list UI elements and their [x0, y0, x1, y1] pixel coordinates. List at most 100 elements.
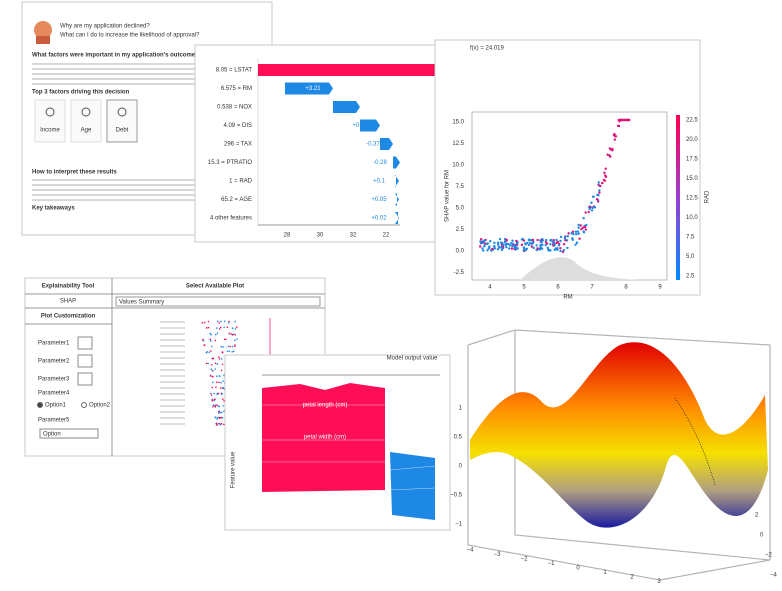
point [549, 238, 553, 242]
decision-title: Model output value [387, 356, 438, 362]
bee-point [223, 326, 225, 329]
x-tick-label: 1 [603, 570, 607, 576]
bee-point [220, 422, 223, 425]
point [510, 241, 513, 245]
colorbar-tick: 7.5 [686, 235, 695, 241]
bee-point [207, 362, 209, 365]
feature-label: 4 other features [210, 216, 252, 222]
histogram [520, 257, 640, 280]
point [484, 242, 487, 245]
x-tick-label: −2 [521, 557, 529, 563]
band-label: petal width (cm) [304, 435, 346, 441]
point [496, 247, 500, 251]
x-tick-label: −4 [467, 548, 475, 554]
x-tick-label: 22 [383, 233, 390, 239]
point [590, 209, 594, 212]
point [555, 238, 558, 242]
point [486, 249, 489, 252]
point [603, 179, 607, 183]
point [556, 240, 560, 244]
point [620, 118, 623, 122]
method[interactable]: SHAP [60, 299, 76, 305]
bee-point [221, 417, 224, 419]
bee-point [214, 333, 217, 336]
y-tick-label: 7.5 [456, 184, 465, 190]
point [505, 239, 508, 242]
bee-point [218, 410, 220, 413]
scatter-panel: f(x) = 24.019 SHAP value for RM RM RAD 1… [434, 39, 711, 301]
point [549, 243, 552, 246]
parameter-input[interactable] [77, 336, 93, 350]
radio[interactable] [37, 402, 43, 408]
point [539, 243, 542, 247]
x-tick-label: 6 [556, 285, 560, 291]
point [552, 238, 555, 242]
point [546, 246, 549, 250]
bee-point [213, 392, 216, 395]
x-axis-label: RM [563, 295, 572, 301]
option-select-value: Option [43, 432, 61, 438]
point [525, 247, 529, 251]
point [531, 238, 535, 242]
tool-header: Select Available Plot [186, 284, 244, 290]
bee-point [217, 416, 219, 419]
parameter-input[interactable] [77, 354, 93, 368]
point [581, 226, 585, 229]
bee-point [209, 332, 211, 335]
point [535, 244, 538, 247]
point [587, 210, 590, 214]
point [609, 155, 612, 158]
bee-point [234, 328, 237, 330]
x-tick-label: 28 [284, 233, 291, 239]
bee-point [215, 386, 217, 388]
bee-point [211, 399, 213, 401]
bee-point [223, 400, 225, 402]
colorbar-label: RAD [705, 190, 711, 203]
x-tick-label: 0 [576, 566, 580, 572]
point [603, 171, 606, 175]
point [588, 205, 592, 208]
point [491, 247, 494, 251]
bee-point [234, 344, 236, 346]
bee-point [219, 375, 221, 377]
point [499, 241, 503, 244]
point [500, 248, 504, 252]
card-label: Income [40, 128, 60, 134]
point [529, 239, 533, 242]
doc-heading: What factors were important in my applic… [32, 53, 199, 59]
x-tick-label: 30 [317, 233, 324, 239]
point [572, 232, 575, 236]
point [626, 118, 629, 122]
fx-label: f(x) = 24.019 [470, 46, 505, 52]
point [541, 239, 545, 242]
point [488, 245, 491, 248]
point [613, 138, 617, 141]
bee-point [205, 362, 208, 365]
feature-label: 6.575 = RM [221, 86, 252, 92]
bee-point [234, 333, 237, 336]
bee-point [209, 375, 212, 377]
plot-select[interactable] [115, 296, 321, 307]
point [498, 237, 502, 241]
colorbar-tick: 12.5 [686, 196, 698, 202]
bee-point [218, 322, 220, 324]
point [541, 243, 544, 247]
point [544, 238, 548, 242]
bee-point [217, 392, 220, 395]
bee-point [216, 320, 219, 323]
option-select[interactable] [39, 428, 99, 439]
z-tick-label: 0.5 [454, 435, 463, 441]
card [70, 99, 102, 143]
point [598, 191, 601, 194]
parameter-input[interactable] [77, 372, 93, 386]
point [486, 242, 489, 245]
customization-header: Plot Customization [41, 314, 96, 320]
point [497, 245, 500, 248]
radio[interactable] [81, 402, 87, 408]
bee-point [218, 328, 221, 330]
parameter-label: Parameter2 [38, 359, 70, 365]
card [106, 99, 138, 143]
y-tick-label: -2.5 [454, 270, 465, 276]
parameter-label: Parameter1 [38, 341, 70, 347]
bee-point [220, 369, 223, 372]
